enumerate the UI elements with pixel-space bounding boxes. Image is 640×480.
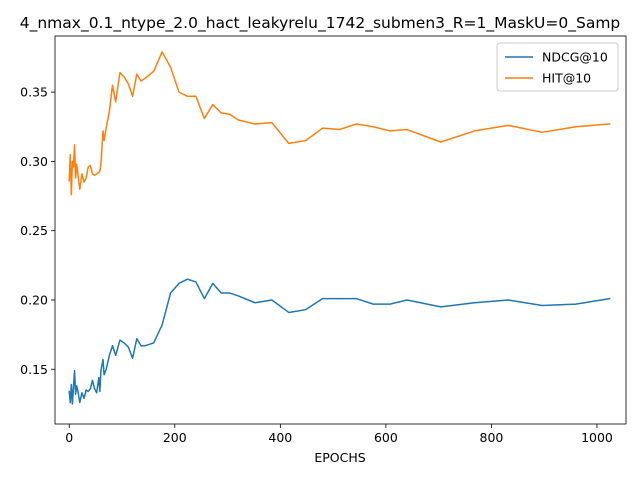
legend-label-1: NDCG@10 xyxy=(542,50,608,65)
legend: NDCG@10 HIT@10 xyxy=(496,42,619,92)
y-tick-label: 0.35 xyxy=(20,85,48,100)
plot-frame xyxy=(54,35,627,425)
x-tick-label: 200 xyxy=(163,430,187,445)
x-tick-label: 1000 xyxy=(581,430,613,445)
legend-box xyxy=(496,42,619,92)
series-line-1 xyxy=(68,278,611,405)
x-tick-label: 800 xyxy=(480,430,504,445)
axes-layer: 0 200 400 600 800 1000 0.15 0.20 0.25 0.30 0.35 xyxy=(20,35,627,445)
series-line-2 xyxy=(68,51,611,196)
y-tick-label: 0.25 xyxy=(20,223,48,238)
x-axis-label: EPOCHS xyxy=(314,450,365,465)
x-tick-label: 0 xyxy=(65,430,73,445)
x-tick-label: 600 xyxy=(374,430,398,445)
y-tick-label: 0.15 xyxy=(20,362,48,377)
chart-title: 4_nmax_0.1_ntype_2.0_hact_leakyrelu_1742… xyxy=(20,14,621,33)
y-tick-label: 0.20 xyxy=(20,292,48,307)
series-layer xyxy=(68,51,611,405)
y-tick-label: 0.30 xyxy=(20,154,48,169)
legend-label-2: HIT@10 xyxy=(542,71,591,86)
x-tick-label: 400 xyxy=(268,430,292,445)
